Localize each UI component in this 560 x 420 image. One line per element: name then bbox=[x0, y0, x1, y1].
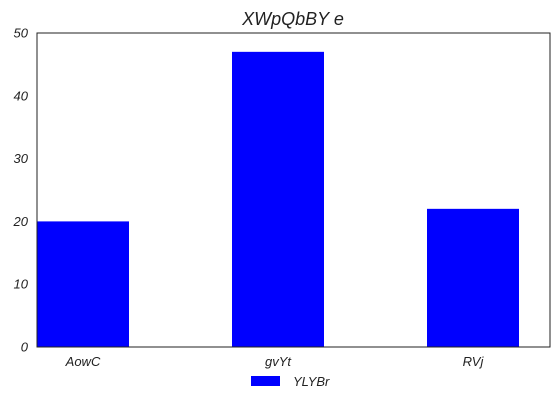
y-tick-label: 0 bbox=[21, 340, 29, 355]
y-tick-label: 30 bbox=[14, 151, 29, 166]
y-tick-label: 20 bbox=[13, 214, 29, 229]
bars-layer bbox=[37, 51, 519, 348]
legend-swatch bbox=[251, 376, 280, 386]
y-axis-ticks: 0 10 20 30 40 50 bbox=[13, 26, 29, 355]
x-tick-label: gvYt bbox=[265, 354, 292, 369]
y-tick-label: 10 bbox=[14, 277, 29, 292]
plot-frame bbox=[36, 32, 551, 348]
legend: YLYBr bbox=[251, 374, 330, 389]
bar-RVj bbox=[427, 208, 519, 347]
x-tick-label: AowC bbox=[65, 354, 101, 369]
x-axis-ticks: AowC gvYt RVj bbox=[65, 354, 485, 369]
bar-AowC bbox=[37, 221, 129, 347]
legend-label: YLYBr bbox=[293, 374, 330, 389]
y-tick-label: 50 bbox=[14, 26, 29, 41]
y-tick-label: 40 bbox=[14, 88, 29, 103]
x-tick-label: RVj bbox=[463, 354, 485, 369]
bar-gvYt bbox=[232, 51, 324, 348]
chart-title: XWpQbBY e bbox=[241, 9, 344, 29]
